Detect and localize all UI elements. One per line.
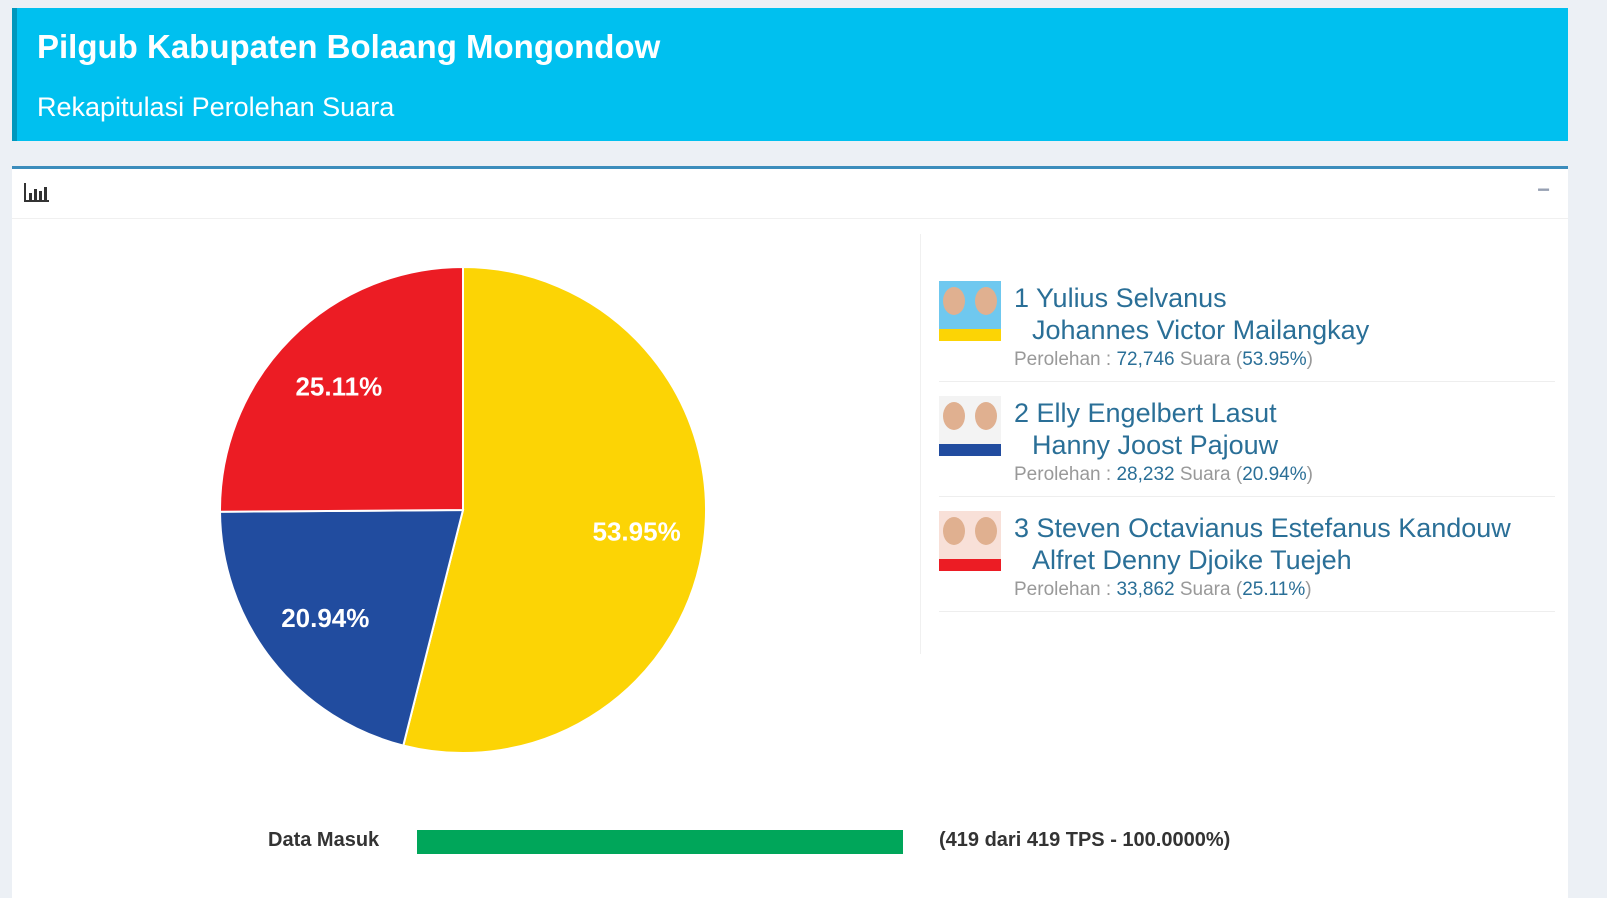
suara-label: Suara ( — [1174, 579, 1243, 600]
candidate-item: 2 Elly Engelbert Lasut Hanny Joost Pajou… — [939, 384, 1555, 497]
pie-slice[interactable] — [219, 265, 464, 513]
votes-label: Perolehan : — [1014, 579, 1117, 600]
votes-percent: 25.11% — [1242, 579, 1306, 600]
candidate-photo — [939, 281, 1001, 341]
candidate-votes: Perolehan : 72,746 Suara (53.95%) — [1014, 349, 1313, 371]
suara-label: Suara ( — [1174, 464, 1243, 485]
panel-header: − — [12, 169, 1568, 219]
running-mate-name: Alfret Denny Djoike Tuejeh — [1032, 545, 1352, 575]
page-header: Pilgub Kabupaten Bolaang Mongondow Rekap… — [12, 8, 1568, 141]
candidate-name: 3 Steven Octavianus Estefanus Kandouw — [1014, 513, 1511, 543]
suara-label: Suara ( — [1174, 349, 1243, 370]
candidate-photo — [939, 396, 1001, 456]
votes-value: 28,232 — [1116, 464, 1175, 485]
pie-label: 53.95% — [593, 517, 681, 547]
collapse-button[interactable]: − — [1537, 177, 1550, 202]
candidate-name: 2 Elly Engelbert Lasut — [1014, 398, 1277, 428]
results-panel: − 53.95% 20.94% 25.11% 1 Yulius Selvanus J… — [12, 166, 1568, 898]
votes-value: 33,862 — [1116, 579, 1175, 600]
votes-label: Perolehan : — [1014, 464, 1117, 485]
votes-value: 72,746 — [1116, 349, 1175, 370]
candidate-item: 3 Steven Octavianus Estefanus Kandouw Al… — [939, 499, 1555, 612]
candidate-votes: Perolehan : 28,232 Suara (20.94%) — [1014, 464, 1313, 486]
pie-label: 25.11% — [295, 372, 382, 402]
candidate-item: 1 Yulius Selvanus Johannes Victor Mailan… — [939, 269, 1555, 382]
pie-slice[interactable] — [402, 265, 707, 754]
paren: ) — [1306, 349, 1313, 370]
page-title: Pilgub Kabupaten Bolaang Mongondow — [37, 28, 661, 65]
data-masuk-text: (419 dari 419 TPS - 100.0000%) — [939, 829, 1231, 851]
votes-label: Perolehan : — [1014, 349, 1117, 370]
running-mate-name: Johannes Victor Mailangkay — [1032, 315, 1370, 345]
data-masuk-label: Data Masuk — [268, 829, 380, 851]
divider — [920, 234, 921, 654]
candidate-votes: Perolehan : 33,862 Suara (25.11%) — [1014, 579, 1312, 601]
data-masuk-progress — [417, 830, 903, 854]
paren: ) — [1305, 579, 1312, 600]
votes-percent: 53.95% — [1242, 349, 1307, 370]
paren: ) — [1306, 464, 1313, 485]
votes-percent: 20.94% — [1242, 464, 1307, 485]
running-mate-name: Hanny Joost Pajouw — [1032, 430, 1279, 460]
candidate-name: 1 Yulius Selvanus — [1014, 283, 1227, 313]
pie-label: 20.94% — [281, 603, 369, 633]
candidate-photo — [939, 511, 1001, 571]
pie-chart: 53.95% 20.94% 25.11% — [218, 265, 707, 754]
progress-fill — [417, 830, 903, 854]
bar-chart-icon — [24, 183, 49, 202]
pie-slice[interactable] — [218, 508, 465, 747]
page-subtitle: Rekapitulasi Perolehan Suara — [37, 92, 395, 122]
